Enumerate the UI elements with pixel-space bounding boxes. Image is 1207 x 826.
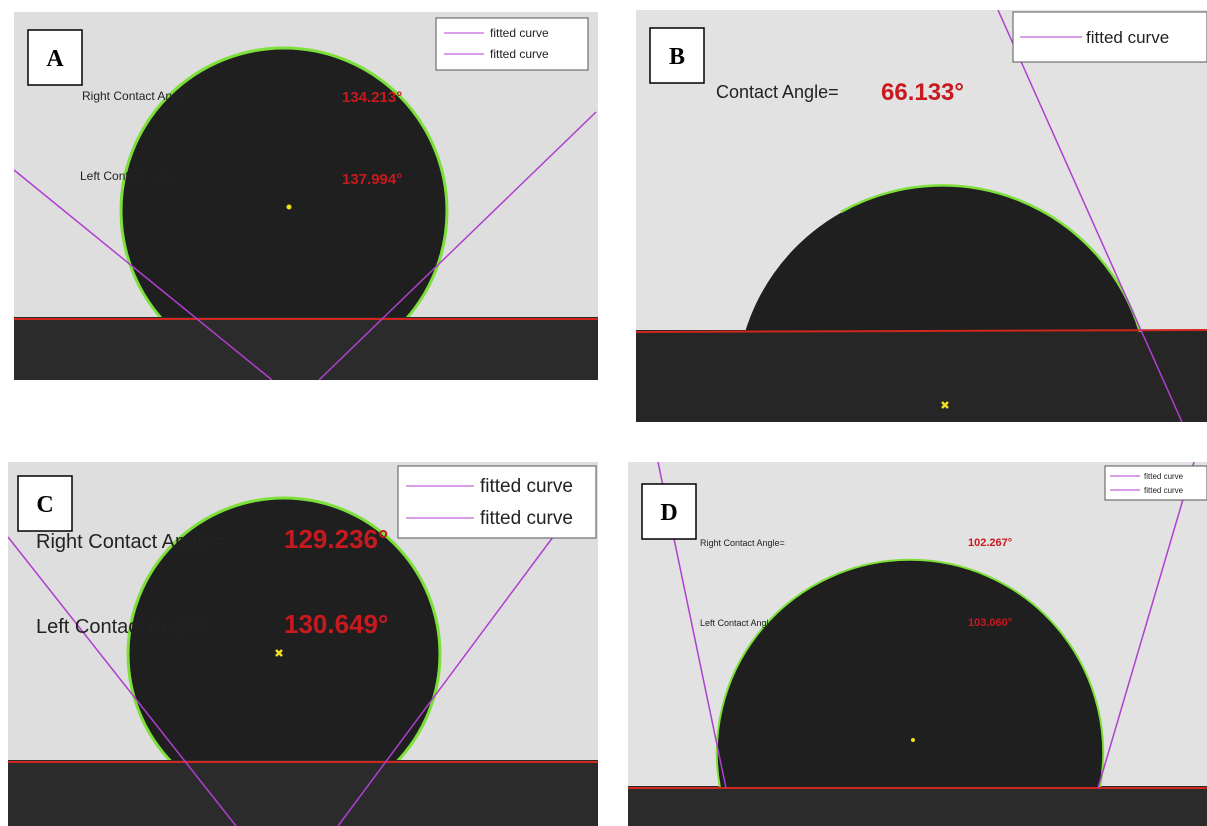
annotation-value: 130.649° xyxy=(284,609,388,639)
legend-entry: fitted curve xyxy=(490,26,549,40)
legend-entry: fitted curve xyxy=(480,476,573,497)
annotation-label: Contact Angle= xyxy=(716,82,839,102)
annotation-value: 66.133° xyxy=(881,79,964,106)
annotation-label: Right Contact Angle= xyxy=(36,531,224,553)
annotation-value: 129.236° xyxy=(284,524,388,554)
center-marker xyxy=(287,205,292,210)
panel-label: D xyxy=(660,500,677,526)
panel-b: fitted curve Contact Angle= 66.133° B xyxy=(636,10,1207,422)
legend-entry: fitted curve xyxy=(1086,28,1169,47)
annotation-label: Right Contact Angle= xyxy=(82,89,195,103)
annotation-label: Left Contact Angle= xyxy=(80,169,185,183)
substrate xyxy=(14,317,598,380)
annotation-value: 137.994° xyxy=(342,171,402,188)
substrate xyxy=(8,760,598,826)
center-marker xyxy=(911,738,915,742)
figure: fitted curve fitted curve Right Contact … xyxy=(0,0,1207,826)
panel-d: fitted curve fitted curve Right Contact … xyxy=(628,462,1207,826)
annotation-label: Right Contact Angle= xyxy=(700,538,785,548)
substrate xyxy=(636,330,1207,422)
legend-entry: fitted curve xyxy=(490,47,549,61)
panel-label: B xyxy=(669,44,685,70)
annotation-value: 102.267° xyxy=(968,537,1012,549)
legend-entry: fitted curve xyxy=(480,508,573,529)
annotation-value: 134.213° xyxy=(342,89,402,106)
annotation-label: Left Contact Angle= xyxy=(700,618,779,628)
legend-entry: fitted curve xyxy=(1144,486,1184,495)
panel-label: C xyxy=(36,492,53,518)
substrate xyxy=(628,786,1207,826)
panel-label: A xyxy=(46,46,64,72)
panel-c: fitted curve fitted curve Right Contact … xyxy=(8,462,598,826)
legend-entry: fitted curve xyxy=(1144,472,1184,481)
panel-a: fitted curve fitted curve Right Contact … xyxy=(14,12,598,380)
annotation-value: 103.060° xyxy=(968,617,1012,629)
annotation-label: Left Contact Angle= xyxy=(36,616,211,638)
